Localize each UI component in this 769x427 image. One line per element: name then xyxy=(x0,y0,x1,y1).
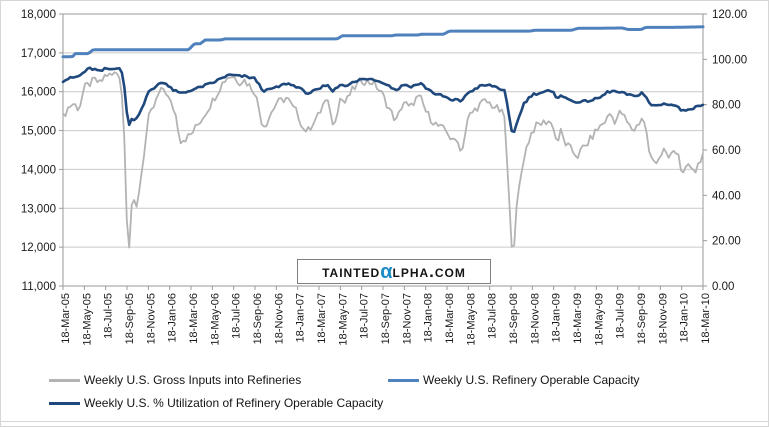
plot-frame xyxy=(62,13,704,287)
y-left-tick-label: 11,000 xyxy=(22,281,56,293)
y-right-tick-label: 120.00 xyxy=(712,9,747,21)
watermark-prefix: Tainted xyxy=(322,262,381,281)
x-tick-label: 18-Sep-05 xyxy=(124,293,136,344)
y-left-tick-label: 17,000 xyxy=(21,48,56,60)
y-right-tick-label: 40.00 xyxy=(712,190,741,202)
watermark-alpha-glyph: α xyxy=(380,261,393,283)
x-tick-label: 18-Nov-08 xyxy=(529,293,541,344)
series-line-utilization xyxy=(61,66,705,134)
y-left-tick-label: 16,000 xyxy=(21,87,56,99)
x-tick-label: 18-Nov-05 xyxy=(145,293,157,344)
legend-item-operable-capacity: Weekly U.S. Refinery Operable Capacity xyxy=(388,373,640,387)
chart-legend: Weekly U.S. Gross Inputs into Refineries… xyxy=(1,373,768,419)
x-tick-label: 18-Mar-07 xyxy=(316,293,328,344)
x-tick-label: 18-Nov-07 xyxy=(401,293,413,344)
series-line-gross-inputs xyxy=(62,71,704,249)
legend-row-1: Weekly U.S. Gross Inputs into Refineries… xyxy=(1,373,768,396)
x-tick-label: 18-Nov-09 xyxy=(657,293,669,344)
x-tick-label: 18-Sep-09 xyxy=(636,293,648,344)
x-tick-label: 18-Sep-07 xyxy=(380,293,392,344)
legend-line-sample-operable-capacity xyxy=(388,378,419,382)
series-line-operable-capacity xyxy=(61,25,705,59)
legend-line-sample-gross-inputs xyxy=(49,378,80,382)
x-tick-label: 18-Jan-08 xyxy=(423,293,435,343)
x-tick-label: 18-Jan-09 xyxy=(551,293,563,343)
y-right-tick-label: 80.00 xyxy=(712,100,741,112)
x-tick-label: 18-Jul-06 xyxy=(231,293,243,339)
legend-label-operable-capacity: Weekly U.S. Refinery Operable Capacity xyxy=(423,373,640,387)
y-right-tick-label: 100.00 xyxy=(712,54,747,66)
x-tick-label: 18-May-05 xyxy=(81,293,93,346)
x-tick-label: 18-Sep-06 xyxy=(252,293,264,344)
x-tick-label: 18-Jan-07 xyxy=(295,293,307,343)
chart-svg: 18,000 17,000 16,000 15,000 14,000 13,000 12,0… xyxy=(21,9,747,346)
y-left-tick-label: 12,000 xyxy=(21,242,56,254)
y-right-tick-label: 0.00 xyxy=(712,281,734,293)
x-tick-label: 18-May-07 xyxy=(337,293,349,346)
x-tick-label: 18-Mar-09 xyxy=(572,293,584,344)
legend-item-gross-inputs: Weekly U.S. Gross Inputs into Refineries xyxy=(49,373,301,387)
x-tick-label: 18-May-09 xyxy=(593,293,605,346)
y-left-tick-label: 13,000 xyxy=(21,203,56,215)
x-tick-label: 18-Jul-08 xyxy=(487,293,499,339)
x-tick-label: 18-Jan-06 xyxy=(167,293,179,343)
x-tick-label: 18-Jul-07 xyxy=(359,293,371,339)
x-tick-label: 18-Sep-08 xyxy=(508,293,520,344)
x-tick-label: 18-Mar-06 xyxy=(188,293,200,344)
watermark-suffix: lpha.com xyxy=(392,262,466,281)
legend-label-gross-inputs: Weekly U.S. Gross Inputs into Refineries xyxy=(84,373,302,387)
y-right-tick-label: 20.00 xyxy=(712,236,741,248)
y-left-tick-label: 14,000 xyxy=(21,164,56,176)
legend-item-utilization: Weekly U.S. % Utilization of Refinery Op… xyxy=(49,396,383,410)
x-tick-label: 18-Jul-05 xyxy=(103,293,115,339)
watermark: Taintedαlpha.com xyxy=(297,259,491,284)
x-tick-label: 18-May-06 xyxy=(209,293,221,346)
y-left-tick-label: 18,000 xyxy=(21,9,56,21)
x-tick-label: 18-Nov-06 xyxy=(273,293,285,344)
x-tick-label: 18-Jan-10 xyxy=(679,293,691,343)
legend-line-sample-utilization xyxy=(49,401,80,405)
x-tick-label: 18-May-08 xyxy=(465,293,477,346)
x-tick-label: 18-Mar-08 xyxy=(444,293,456,344)
y-right-tick-label: 60.00 xyxy=(712,145,741,157)
x-tick-label: 18-Jul-09 xyxy=(615,293,627,339)
x-tick-label: 18-Mar-05 xyxy=(60,293,72,344)
chart-frame-bottom-border xyxy=(1,421,768,422)
x-tick-label: 18-Mar-10 xyxy=(700,293,712,344)
y-left-tick-label: 15,000 xyxy=(21,126,56,138)
legend-row-2: Weekly U.S. % Utilization of Refinery Op… xyxy=(1,396,768,419)
legend-label-utilization: Weekly U.S. % Utilization of Refinery Op… xyxy=(84,396,384,410)
